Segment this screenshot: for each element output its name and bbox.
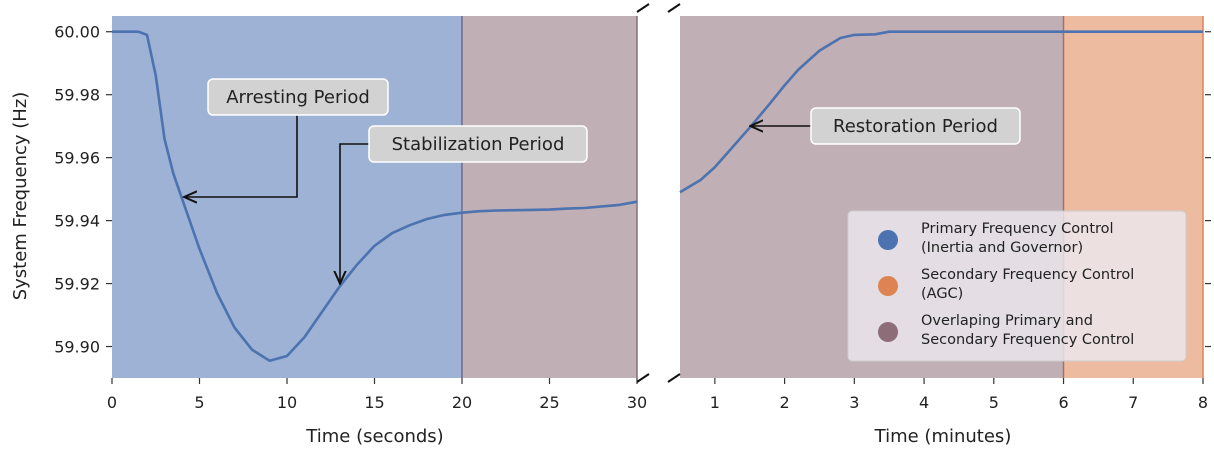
left-annotation-text-0: Arresting Period (226, 87, 370, 108)
legend-marker-2 (878, 322, 898, 342)
right-x-tick-label-0: 1 (710, 393, 720, 412)
left-region-1 (462, 16, 637, 378)
right-axis-break-1 (667, 373, 681, 383)
legend-label-line2-1: (AGC) (921, 286, 963, 302)
left-x-tick-label-5: 25 (539, 393, 559, 412)
left-annotation-arrow-0 (184, 113, 298, 197)
left-y-tick-label-4: 59.98 (54, 86, 100, 105)
left-annotation-arrow-1 (340, 143, 369, 284)
left-annotation-box-0 (207, 78, 389, 116)
right-panel: 1 2 3 4 5 6 7 8 Restoration Period Primary Freque… (667, 3, 1211, 412)
left-axis-break-0 (636, 3, 650, 13)
legend-label-line2-2: Secondary Frequency Control (921, 332, 1134, 348)
left-annotation-box-1 (368, 125, 588, 163)
left-x-tick-label-4: 20 (452, 393, 472, 412)
left-y-tick-label-5: 60.00 (54, 23, 100, 42)
legend-label-line2-0: (Inertia and Governor) (921, 240, 1083, 256)
y-axis-label: System Frequency (Hz) (10, 92, 31, 301)
left-y-tick-label-3: 59.96 (54, 149, 100, 168)
left-y-tick-label-0: 59.90 (54, 338, 100, 357)
right-series-line-0 (679, 30, 1203, 194)
legend-label-line1-1: Secondary Frequency Control (921, 267, 1134, 283)
left-panel: 0 5 10 15 20 25 30 59.90 59.92 59.94 59.96 59.98 60.… (54, 3, 650, 412)
right-annotation-box-0 (810, 107, 1021, 145)
left-series-line-0 (112, 30, 638, 363)
right-x-tick-label-5: 6 (1058, 393, 1068, 412)
legend-marker-1 (878, 276, 898, 296)
left-x-tick-label-3: 15 (364, 393, 384, 412)
right-x-tick-label-6: 7 (1128, 393, 1138, 412)
legend-box (847, 210, 1187, 362)
x-axis-label-right: Time (minutes) (874, 426, 1012, 447)
right-x-tick-label-1: 2 (780, 393, 790, 412)
right-x-tick-label-3: 4 (919, 393, 929, 412)
right-axis-break-0 (667, 3, 681, 13)
right-x-tick-label-4: 5 (989, 393, 999, 412)
right-x-tick-label-2: 3 (849, 393, 859, 412)
legend-label-line1-0: Primary Frequency Control (921, 221, 1114, 237)
left-x-tick-label-6: 30 (627, 393, 647, 412)
left-x-tick-label-1: 5 (194, 393, 204, 412)
right-annotation-text-0: Restoration Period (833, 116, 998, 137)
x-axis-label-left: Time (seconds) (305, 426, 443, 447)
left-y-tick-label-1: 59.92 (54, 275, 100, 294)
legend: Primary Frequency Control (Inertia and Go… (847, 210, 1187, 362)
left-x-tick-label-0: 0 (107, 393, 117, 412)
left-axis-break-1 (636, 373, 650, 383)
left-y-tick-label-2: 59.94 (54, 212, 100, 231)
legend-marker-0 (878, 230, 898, 250)
right-x-tick-label-7: 8 (1198, 393, 1208, 412)
left-x-tick-label-2: 10 (277, 393, 297, 412)
legend-label-line1-2: Overlaping Primary and (921, 313, 1093, 329)
left-annotation-text-1: Stabilization Period (392, 134, 565, 155)
